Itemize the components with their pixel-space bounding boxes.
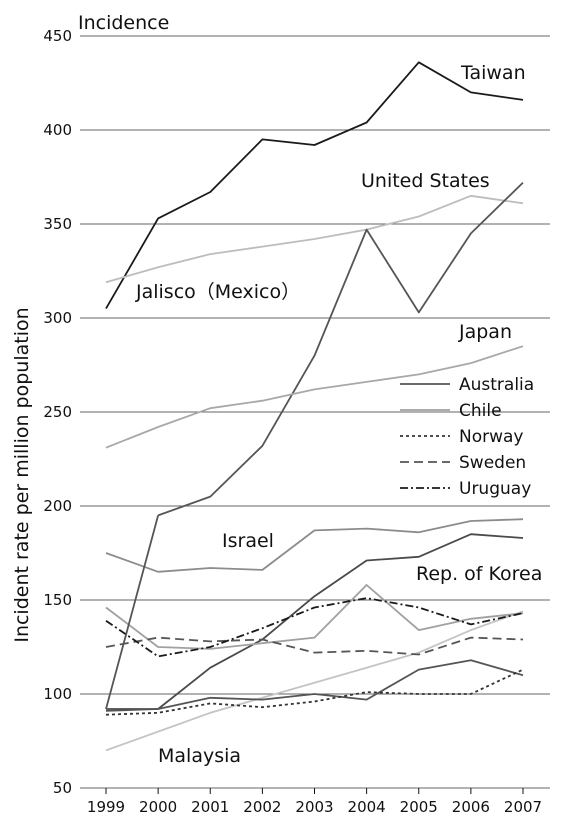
label-united-states: United States bbox=[361, 170, 490, 192]
series-line-malaysia bbox=[105, 610, 524, 752]
series-lines bbox=[105, 61, 524, 752]
legend-label-australia: Australia bbox=[459, 375, 534, 395]
x-tick-label: 2006 bbox=[452, 798, 490, 816]
legend-label-norway: Norway bbox=[459, 427, 524, 447]
x-tick-label: 2000 bbox=[139, 798, 177, 816]
y-axis-ticks: 50 100 150 200 250 300 350 400 450 bbox=[43, 27, 72, 797]
series-line-rep-of-korea bbox=[106, 533, 524, 710]
y-tick-label: 400 bbox=[43, 121, 72, 139]
legend-label-sweden: Sweden bbox=[459, 453, 526, 473]
y-tick-label: 100 bbox=[43, 685, 72, 703]
x-tick-label: 2003 bbox=[295, 798, 333, 816]
y-tick-label: 200 bbox=[43, 497, 72, 515]
series-line-israel bbox=[105, 518, 524, 573]
series-line-norway bbox=[105, 668, 524, 716]
series-line-uruguay bbox=[105, 597, 524, 658]
x-axis-ticks: 1999 2000 2001 2002 2003 2004 2005 2006 2007 bbox=[87, 788, 542, 816]
series-line-japan bbox=[105, 345, 524, 449]
label-jalisco-mexico: Jalisco（Mexico） bbox=[135, 281, 300, 303]
series-line-united-states bbox=[105, 194, 524, 284]
series-line-jalisco-mexico bbox=[157, 181, 524, 517]
label-malaysia: Malaysia bbox=[158, 745, 241, 767]
label-rep-of-korea: Rep. of Korea bbox=[416, 563, 542, 585]
label-japan: Japan bbox=[458, 321, 512, 343]
y-tick-label: 150 bbox=[43, 591, 72, 609]
legend-label-uruguay: Uruguay bbox=[459, 479, 531, 499]
series-line-taiwan bbox=[105, 61, 524, 310]
x-tick-label: 1999 bbox=[87, 798, 125, 816]
x-tick-label: 2004 bbox=[348, 798, 386, 816]
label-taiwan: Taiwan bbox=[460, 62, 526, 84]
series-labels: Taiwan United States Jalisco（Mexico） Japan I… bbox=[135, 62, 542, 767]
legend: Australia Chile Norway Sweden Uruguay bbox=[400, 375, 534, 499]
chart-title: Incidence bbox=[78, 12, 169, 34]
x-tick-label: 2007 bbox=[504, 798, 542, 816]
grid-lines bbox=[80, 35, 550, 789]
series-line-sweden bbox=[105, 636, 524, 656]
x-tick-label: 2005 bbox=[400, 798, 438, 816]
x-tick-label: 2002 bbox=[243, 798, 281, 816]
series-line-chile bbox=[105, 584, 524, 650]
y-tick-label: 250 bbox=[43, 403, 72, 421]
series-line-australia bbox=[105, 659, 524, 712]
y-axis-label: Incident rate per million population bbox=[11, 307, 33, 642]
y-tick-label: 50 bbox=[53, 779, 72, 797]
y-tick-label: 350 bbox=[43, 215, 72, 233]
y-tick-label: 450 bbox=[43, 27, 72, 45]
series-line-jalisco-start bbox=[105, 515, 159, 710]
label-israel: Israel bbox=[222, 530, 274, 552]
y-tick-label: 300 bbox=[43, 309, 72, 327]
legend-label-chile: Chile bbox=[459, 401, 502, 421]
x-tick-label: 2001 bbox=[191, 798, 229, 816]
